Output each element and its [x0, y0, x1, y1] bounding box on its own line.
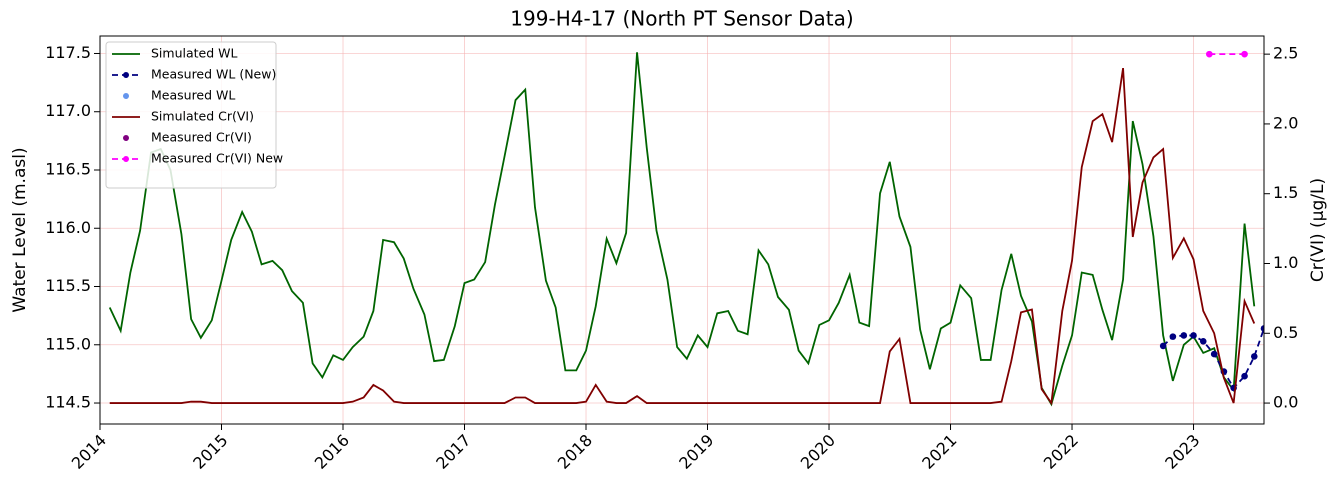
y2-tick-label: 0.0 — [1273, 393, 1298, 412]
y-tick-label: 116.0 — [45, 218, 91, 237]
y2-tick-label: 1.5 — [1273, 183, 1298, 202]
legend-marker — [123, 156, 129, 162]
x-tick-label: 2020 — [797, 431, 839, 473]
legend-marker — [123, 72, 129, 78]
y2-axis-label: Cr(VI) (µg/L) — [1308, 178, 1328, 282]
y-tick-label: 117.0 — [45, 101, 91, 120]
legend-label: Measured Cr(VI) — [151, 130, 252, 145]
x-tick-label: 2021 — [918, 431, 960, 473]
y-tick-label: 117.5 — [45, 43, 91, 62]
x-tick-label: 2017 — [432, 431, 474, 473]
x-tick-label: 2019 — [675, 431, 717, 473]
data-point — [1260, 325, 1264, 332]
series-line — [1162, 328, 1264, 390]
y2-tick-label: 2.0 — [1273, 113, 1298, 132]
legend-label: Measured WL — [151, 88, 235, 103]
legend-label: Simulated Cr(VI) — [151, 109, 254, 124]
y-tick-label: 116.5 — [45, 159, 91, 178]
y2-tick-label: 1.0 — [1273, 253, 1298, 272]
data-point — [1180, 332, 1188, 339]
data-point — [1190, 332, 1197, 339]
x-tick-label: 2018 — [554, 431, 596, 473]
series-line — [109, 67, 1256, 406]
y-tick-label: 115.5 — [45, 276, 91, 295]
data-point — [1169, 333, 1177, 340]
x-tick-label: 2014 — [68, 431, 110, 473]
data-point — [1159, 342, 1167, 350]
series-line — [108, 52, 1256, 407]
y-axis-label: Water Level (m.asl) — [10, 147, 30, 312]
legend-label: Simulated WL — [151, 46, 237, 61]
x-tick-label: 2016 — [311, 431, 353, 473]
legend-box — [105, 41, 277, 189]
legend-marker — [123, 93, 129, 99]
legend-marker — [123, 135, 129, 141]
y2-tick-label: 0.5 — [1273, 323, 1298, 342]
x-tick-label: 2015 — [189, 431, 231, 473]
data-point — [1241, 372, 1248, 380]
data-point — [1241, 50, 1248, 58]
y-tick-label: 115.0 — [45, 334, 91, 353]
data-point — [1210, 350, 1218, 358]
plot — [108, 50, 1264, 407]
x-tick-label: 2022 — [1040, 431, 1082, 473]
data-point — [1206, 50, 1213, 58]
x-tick-label: 2023 — [1161, 431, 1203, 473]
y-tick-label: 114.5 — [45, 393, 91, 412]
data-point — [1250, 353, 1258, 360]
plot-frame — [99, 35, 1265, 425]
legend-label: Measured Cr(VI) New — [151, 151, 283, 166]
chart-title: 199-H4-17 (North PT Sensor Data) — [510, 7, 853, 31]
data-point — [1199, 337, 1207, 345]
legend-label: Measured WL (New) — [151, 67, 276, 82]
y2-tick-label: 2.5 — [1273, 44, 1298, 63]
